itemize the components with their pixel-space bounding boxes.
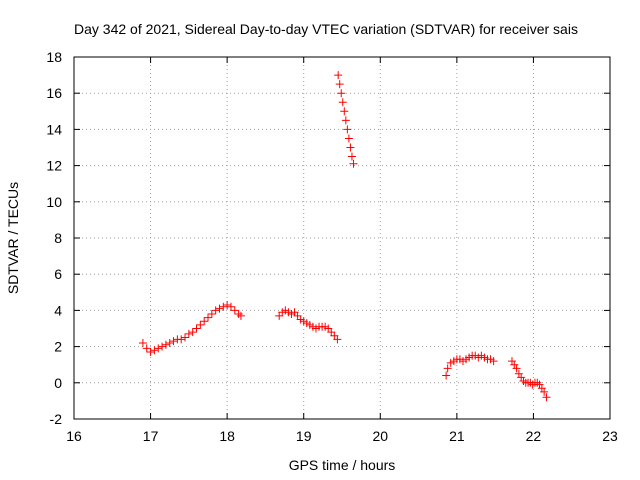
y-tick-labels: -2 0 2 4 6 8 10 12 14 16 18 — [46, 49, 62, 427]
data-point — [207, 310, 216, 319]
data-point — [200, 317, 209, 326]
data-point — [442, 371, 451, 380]
data-point — [219, 302, 228, 311]
chart-title: Day 342 of 2021, Sidereal Day-to-day VTE… — [74, 21, 578, 37]
data-point — [192, 324, 201, 333]
y-tick-label: 2 — [54, 339, 62, 355]
x-tick-label: 19 — [296, 428, 312, 444]
data-point — [184, 329, 193, 338]
data-point — [533, 378, 542, 387]
data-point — [234, 310, 243, 319]
ticks — [73, 56, 611, 420]
data-point — [150, 346, 159, 355]
data-point — [226, 302, 235, 311]
data-point — [519, 376, 528, 385]
data-point — [146, 348, 155, 357]
data-point — [169, 337, 178, 346]
x-tick-label: 18 — [219, 428, 235, 444]
data-point — [517, 373, 526, 382]
data-point — [512, 364, 521, 373]
data-point — [528, 380, 537, 389]
data-point — [223, 300, 232, 309]
x-tick-label: 16 — [66, 428, 82, 444]
data-point — [138, 338, 147, 347]
data-point — [349, 159, 358, 168]
data-point — [340, 107, 349, 116]
data-point — [341, 116, 350, 125]
data-point — [165, 338, 174, 347]
data-point — [196, 320, 205, 329]
data-point — [507, 357, 516, 366]
data-point — [204, 313, 212, 322]
data-point — [334, 71, 343, 80]
data-point — [236, 311, 245, 320]
data-point — [537, 384, 546, 393]
x-tick-label: 22 — [526, 428, 542, 444]
data-point — [338, 98, 347, 107]
data-point — [535, 380, 544, 389]
x-tick-label: 23 — [602, 428, 618, 444]
data-point — [343, 125, 352, 134]
data-points — [138, 71, 551, 402]
data-point — [542, 393, 551, 402]
data-point — [142, 344, 151, 353]
x-axis-label: GPS time / hours — [289, 457, 396, 473]
data-point — [540, 387, 549, 396]
data-point — [230, 306, 239, 315]
y-tick-label: -2 — [50, 411, 63, 427]
y-tick-label: 4 — [54, 302, 62, 318]
data-point — [215, 304, 224, 313]
y-tick-label: 0 — [54, 375, 62, 391]
data-point — [333, 335, 342, 344]
data-point — [335, 80, 344, 89]
y-tick-label: 6 — [54, 266, 62, 282]
data-point — [489, 357, 498, 366]
y-tick-label: 8 — [54, 230, 62, 246]
data-point — [188, 328, 197, 337]
data-point — [347, 152, 356, 161]
data-point — [346, 143, 355, 152]
data-point — [514, 369, 523, 378]
grid — [74, 57, 610, 419]
y-tick-label: 10 — [46, 194, 62, 210]
data-point — [161, 340, 170, 349]
y-tick-label: 12 — [46, 158, 62, 174]
y-tick-label: 14 — [46, 121, 62, 137]
y-tick-label: 18 — [46, 49, 62, 65]
data-point — [344, 134, 353, 143]
x-tick-labels: 16 17 18 19 20 21 22 23 — [66, 428, 618, 444]
y-tick-label: 16 — [46, 85, 62, 101]
y-axis-label: SDTVAR / TECUs — [5, 182, 21, 294]
x-tick-label: 17 — [143, 428, 159, 444]
data-point — [154, 344, 163, 353]
data-point — [443, 364, 452, 373]
data-point — [158, 342, 167, 351]
x-tick-label: 20 — [372, 428, 388, 444]
data-point — [510, 360, 519, 369]
data-point — [177, 335, 186, 344]
data-point — [181, 333, 190, 342]
data-point — [211, 306, 220, 315]
data-point — [337, 89, 346, 98]
x-tick-label: 21 — [449, 428, 465, 444]
